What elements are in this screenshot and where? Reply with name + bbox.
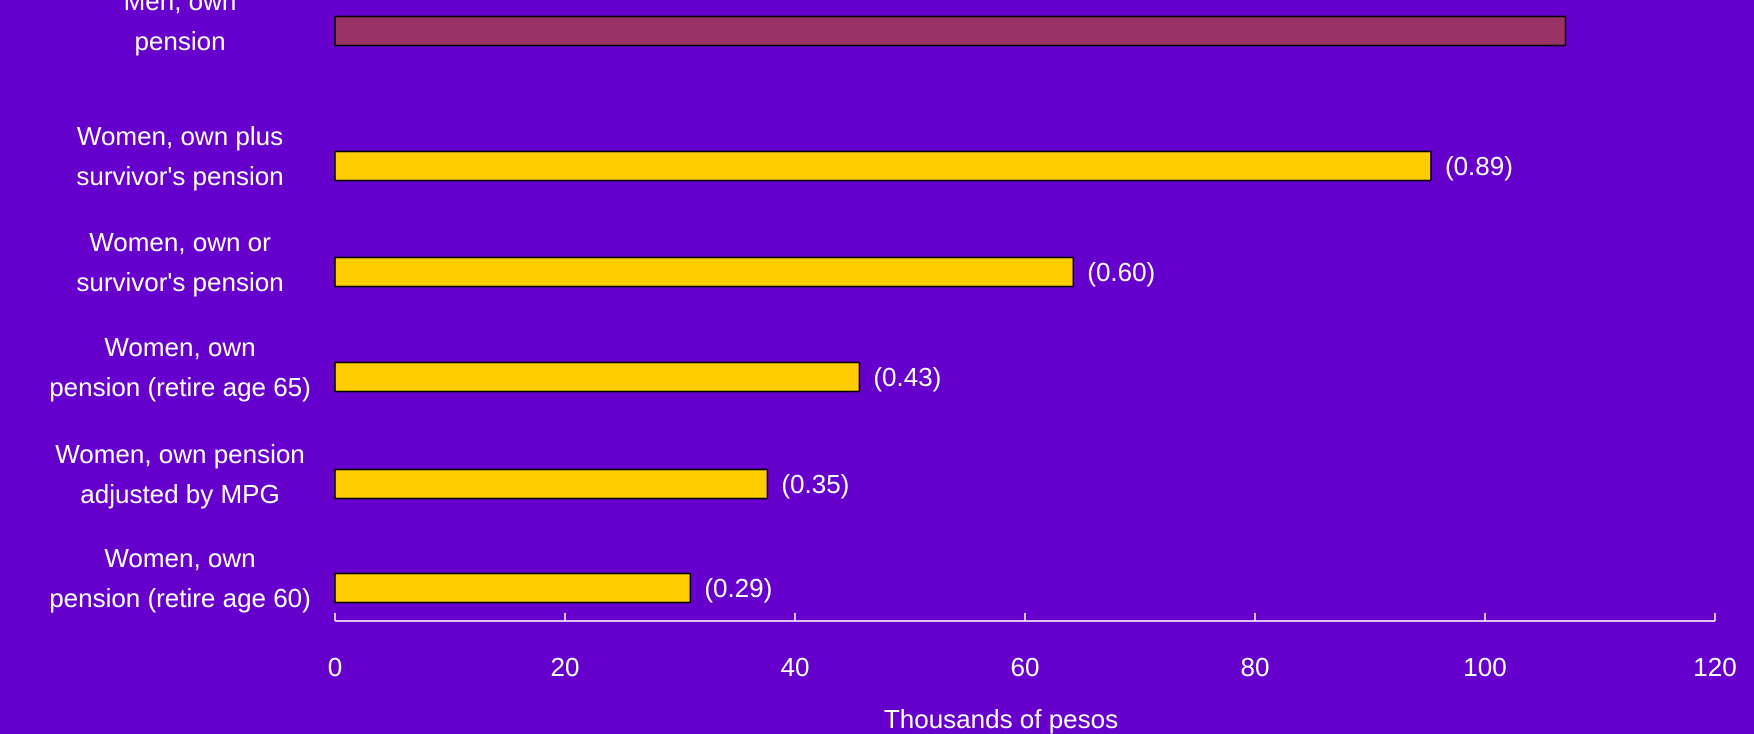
category-label-5: Women, own pension adjusted by MPG: [55, 439, 305, 509]
bar-6: [334, 572, 692, 604]
data-label-6: (0.29): [704, 573, 772, 603]
category-label-line: pension: [134, 26, 225, 56]
x-tick-label-80: 80: [1241, 652, 1270, 682]
bar-3: [334, 256, 1075, 288]
category-label-line: Women, own: [104, 332, 255, 362]
x-tick-label-20: 20: [551, 652, 580, 682]
data-label-2: (0.89): [1445, 151, 1513, 181]
category-label-line: survivor's pension: [76, 161, 283, 191]
category-label-line: Women, own pension: [55, 439, 305, 469]
x-tick-label-120: 120: [1693, 652, 1736, 682]
category-label-line: Women, own or: [89, 227, 271, 257]
category-label-4: Women, own pension (retire age 65): [49, 332, 311, 402]
x-tick-label-40: 40: [781, 652, 810, 682]
data-label-5: (0.35): [781, 469, 849, 499]
category-label-6: Women, own pension (retire age 60): [49, 543, 311, 613]
data-label-3: (0.60): [1087, 257, 1155, 287]
category-label-line: pension (retire age 60): [49, 583, 311, 613]
category-label-2: Women, own plus survivor's pension: [76, 121, 283, 191]
data-labels-group: (0.89) (0.60) (0.43) (0.35) (0.29): [704, 151, 1513, 603]
x-tick-label-60: 60: [1011, 652, 1040, 682]
bar-2: [334, 150, 1432, 182]
x-axis-title: Thousands of pesos: [884, 704, 1118, 734]
bar-4: [334, 361, 861, 393]
category-label-1: Men, own pension: [124, 0, 237, 56]
bar-5: [334, 468, 769, 500]
data-label-4: (0.43): [873, 362, 941, 392]
category-label-line: Men, own: [124, 0, 237, 16]
bar-1: [334, 15, 1567, 47]
category-label-line: survivor's pension: [76, 267, 283, 297]
x-axis: 0 20 40 60 80 100 120: [328, 613, 1737, 682]
category-label-line: Women, own plus: [77, 121, 283, 151]
bars-group: [334, 15, 1567, 604]
category-label-line: Women, own: [104, 543, 255, 573]
category-labels-group: Men, own pension Women, own plus survivor's…: [49, 0, 311, 613]
category-label-line: adjusted by MPG: [80, 479, 279, 509]
x-tick-label-100: 100: [1463, 652, 1506, 682]
x-tick-label-0: 0: [328, 652, 342, 682]
category-label-3: Women, own or survivor's pension: [76, 227, 283, 297]
category-label-line: pension (retire age 65): [49, 372, 311, 402]
